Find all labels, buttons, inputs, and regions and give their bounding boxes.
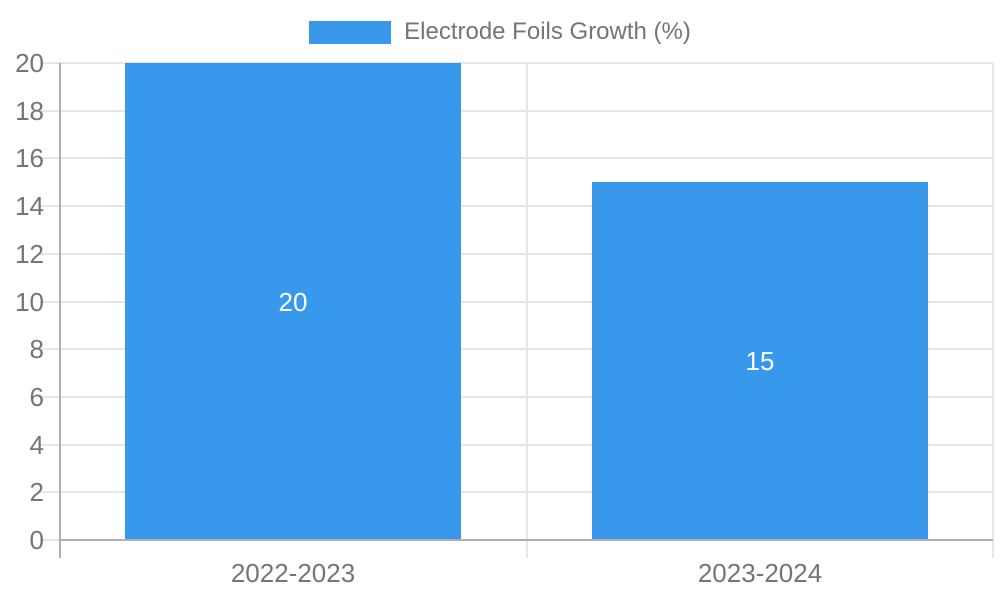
y-tick-label: 0 [29, 525, 44, 555]
x-tick-label: 2023-2024 [697, 558, 823, 588]
bar-2022-2023[interactable] [125, 63, 461, 540]
bar-2023-2024[interactable] [592, 182, 928, 540]
y-tick-label: 18 [15, 96, 44, 126]
y-gridline [40, 110, 993, 112]
y-gridline [40, 62, 993, 64]
y-tick-label: 12 [15, 239, 44, 269]
y-tick-label: 16 [15, 143, 44, 173]
y-gridline [40, 444, 993, 446]
y-gridline [40, 253, 993, 255]
x-axis-line [60, 539, 993, 541]
legend-swatch [309, 20, 392, 44]
bar-value-label: 20 [278, 287, 308, 317]
y-gridline [40, 301, 993, 303]
y-gridline [40, 205, 993, 207]
y-gridline [40, 396, 993, 398]
category-divider [526, 63, 528, 558]
y-axis-tick [40, 539, 60, 541]
x-tick-label: 2022-2023 [230, 558, 356, 588]
y-tick-label: 6 [29, 382, 44, 412]
y-gridline [40, 491, 993, 493]
bar-value-label: 15 [745, 346, 775, 376]
y-tick-label: 10 [15, 287, 44, 317]
y-tick-label: 2 [29, 477, 44, 507]
y-axis-line [59, 63, 61, 558]
y-tick-label: 14 [15, 191, 44, 221]
plot-right-edge [992, 63, 994, 558]
y-tick-label: 4 [29, 430, 44, 460]
legend[interactable]: Electrode Foils Growth (%) [0, 18, 1000, 46]
y-gridline [40, 157, 993, 159]
y-gridline [40, 348, 993, 350]
y-tick-label: 8 [29, 334, 44, 364]
y-tick-label: 20 [15, 48, 44, 78]
legend-label: Electrode Foils Growth (%) [404, 18, 691, 45]
